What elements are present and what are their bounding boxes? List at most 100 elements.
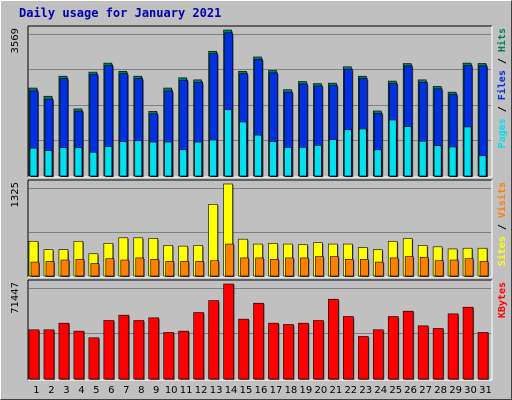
pages-bar	[388, 119, 397, 177]
kbytes-bar	[328, 298, 339, 380]
legend-visits: Visits	[496, 182, 508, 218]
visits-bar	[389, 257, 399, 277]
x-tick-label: 2	[48, 385, 54, 396]
sites-visits-ymax-label: 1325	[10, 182, 21, 207]
x-tick-label: 31	[479, 385, 492, 396]
kbytes-bar	[28, 329, 40, 380]
x-tick-label: 4	[78, 385, 84, 396]
x-tick-label: 29	[449, 385, 462, 396]
kbytes-bar	[58, 322, 70, 380]
visits-bar	[419, 256, 429, 277]
x-tick-label: 28	[434, 385, 447, 396]
visits-bar	[165, 261, 175, 277]
x-tick-label: 6	[108, 385, 114, 396]
legend-files: Files	[496, 70, 508, 100]
pages-bar	[209, 139, 217, 177]
pages-bar	[418, 140, 427, 177]
x-tick-label: 17	[270, 385, 283, 396]
kbytes-bar	[372, 329, 384, 380]
visits-bar	[150, 259, 160, 277]
x-tick-label: 26	[404, 385, 417, 396]
pages-bar	[194, 141, 202, 177]
bars-layer	[28, 29, 490, 380]
x-tick-label: 20	[315, 385, 328, 396]
visits-bar	[479, 261, 489, 277]
x-tick-label: 24	[374, 385, 387, 396]
visits-bar	[300, 257, 309, 277]
kbytes-bar	[477, 332, 489, 380]
pages-bar	[179, 149, 187, 177]
x-tick-label: 1	[33, 385, 39, 396]
visits-bar	[374, 261, 384, 277]
visits-bar	[60, 259, 70, 277]
pages-bar	[358, 128, 367, 177]
x-tick-label: 18	[285, 385, 298, 396]
pages-bar	[314, 145, 322, 177]
visits-bar	[105, 258, 115, 277]
kbytes-bar	[253, 302, 264, 380]
x-tick-label: 11	[180, 385, 193, 396]
visits-bar	[225, 243, 234, 277]
visits-bar	[434, 260, 444, 277]
pages-bar	[433, 145, 442, 177]
pages-bar	[284, 147, 292, 177]
kbytes-ymax-label: 71447	[10, 282, 21, 314]
kbytes-bar	[417, 325, 429, 380]
pages-bar	[224, 109, 232, 177]
kbytes-bar	[148, 317, 160, 380]
x-tick-label: 12	[195, 385, 208, 396]
kbytes-bar	[283, 324, 294, 380]
visits-bar	[45, 261, 55, 277]
pages-bar	[44, 150, 53, 177]
pages-bar	[329, 139, 337, 177]
visits-bar	[195, 261, 204, 277]
visits-bar	[240, 257, 249, 277]
x-tick-label: 5	[93, 385, 99, 396]
x-tick-label: 22	[344, 385, 357, 396]
kbytes-bar	[462, 306, 474, 380]
legend-separator: /	[497, 100, 508, 118]
x-tick-label: 9	[153, 385, 159, 396]
visits-bar	[270, 259, 279, 277]
kbytes-legend: KBytes	[497, 282, 508, 318]
visits-bar	[120, 259, 130, 277]
visits-bar	[180, 261, 189, 277]
pages-bar	[448, 146, 457, 177]
pages-bar	[254, 134, 262, 177]
kbytes-bar	[432, 328, 444, 380]
kbytes-bar	[298, 322, 309, 380]
kbytes-bar	[103, 320, 115, 380]
x-tick-label: 10	[165, 385, 178, 396]
pages-bar	[29, 147, 38, 177]
x-tick-label: 3	[63, 385, 69, 396]
pages-bar	[403, 126, 412, 177]
kbytes-bar	[343, 316, 354, 380]
kbytes-bar	[223, 283, 234, 380]
kbytes-bar	[313, 320, 324, 380]
visits-bar	[75, 259, 85, 277]
visits-bar	[345, 259, 354, 277]
kbytes-bar	[73, 330, 85, 380]
visits-bar	[449, 259, 459, 277]
pages-bar	[299, 147, 307, 177]
kbytes-bar	[357, 336, 369, 380]
x-tick-label: 30	[464, 385, 477, 396]
kbytes-bar	[193, 312, 204, 380]
visits-bar	[30, 261, 40, 277]
pages-bar	[478, 155, 487, 177]
hits-files-pages-legend: Pages / Files / Hits	[496, 28, 508, 148]
pages-bar	[269, 141, 277, 177]
hits-files-pages-ymax-label: 3569	[10, 28, 21, 53]
legend-separator: /	[497, 218, 508, 236]
legend-kbytes: KBytes	[497, 282, 508, 318]
visits-bar	[330, 256, 339, 277]
x-tick-label: 19	[300, 385, 313, 396]
visits-bar	[315, 256, 324, 277]
pages-bar	[463, 126, 472, 177]
visits-bar	[285, 257, 294, 277]
kbytes-bar	[118, 314, 130, 380]
pages-bar	[239, 121, 247, 177]
kbytes-bar	[447, 313, 459, 380]
kbytes-bar	[387, 316, 399, 380]
